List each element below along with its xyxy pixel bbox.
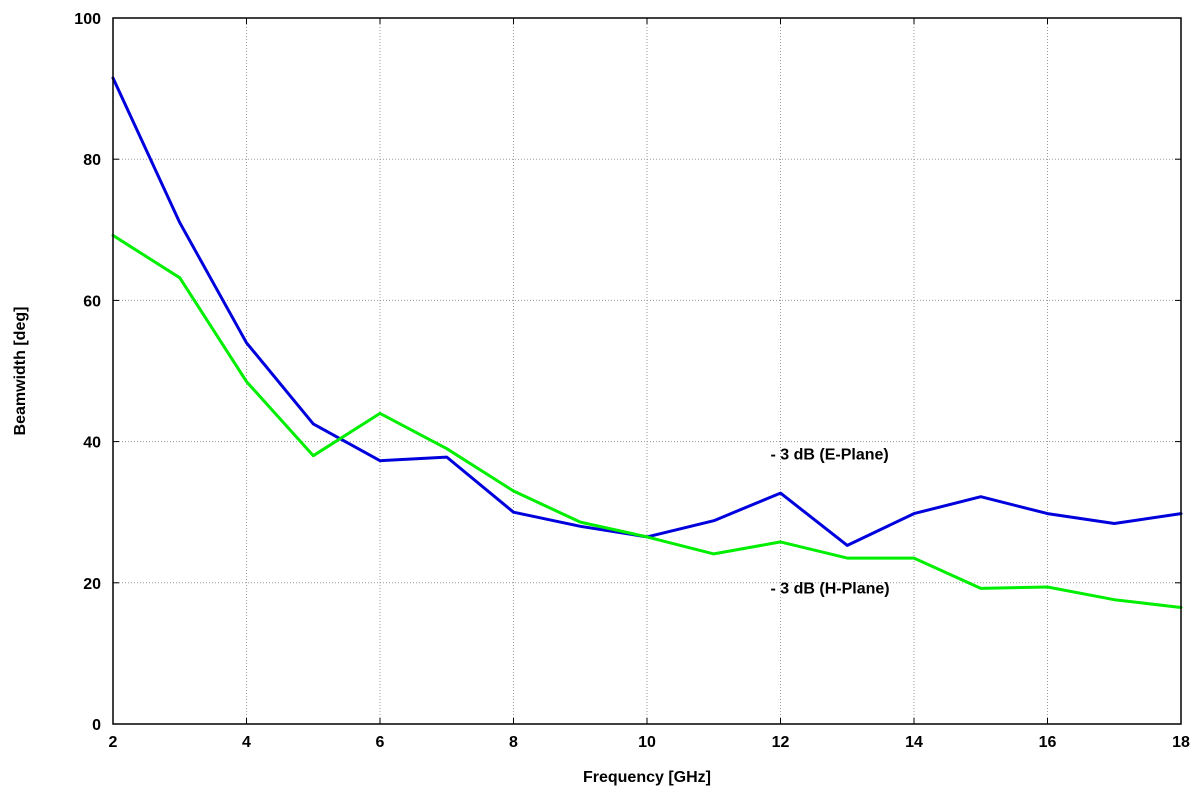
x-tick-label: 14 — [905, 734, 923, 751]
y-axis-title: Beamwidth [deg] — [12, 307, 29, 436]
x-tick-label: 2 — [109, 734, 118, 751]
annotations: - 3 dB (E-Plane) - 3 dB (H-Plane) — [770, 446, 889, 597]
x-tick-label: 4 — [242, 734, 251, 751]
series-line-0 — [111, 76, 1183, 547]
x-tick-label: 12 — [772, 734, 790, 751]
series-line-1 — [111, 233, 1183, 609]
y-tick-label: 0 — [92, 717, 101, 734]
annotation-label: - 3 dB (H-Plane) — [770, 580, 889, 597]
y-tick-label: 40 — [83, 435, 101, 452]
x-tick-label: 16 — [1039, 734, 1057, 751]
x-axis-title: Frequency [GHz] — [583, 769, 711, 786]
axis-ticks: 2 4 6 8 10 12 14 16 18 0 20 40 60 80 100 — [74, 11, 1190, 751]
y-tick-label: 80 — [83, 152, 101, 169]
y-tick-label: 60 — [83, 293, 101, 310]
annotation-label: - 3 dB (E-Plane) — [770, 446, 888, 463]
y-tick-label: 20 — [83, 576, 101, 593]
x-tick-label: 10 — [638, 734, 656, 751]
x-tick-label: 6 — [376, 734, 385, 751]
grid-lines — [113, 18, 1181, 724]
x-tick-label: 8 — [509, 734, 518, 751]
series-lines — [111, 76, 1183, 609]
y-tick-label: 100 — [74, 11, 101, 28]
x-tick-label: 18 — [1172, 734, 1190, 751]
